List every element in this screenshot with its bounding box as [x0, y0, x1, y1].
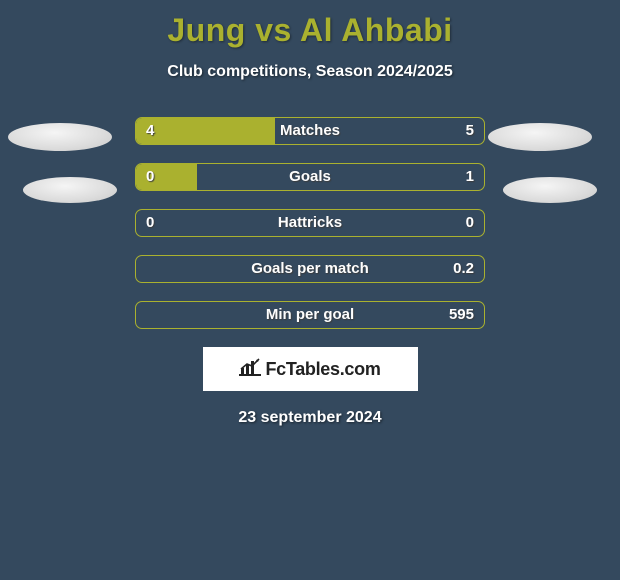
stat-row: Goals per match0.2	[135, 255, 485, 283]
stat-value-left: 0	[146, 210, 154, 236]
date-text: 23 september 2024	[0, 409, 620, 427]
stat-row: Goals0 1	[135, 163, 485, 191]
stat-row: Min per goal595	[135, 301, 485, 329]
stat-label: Goals	[136, 164, 484, 190]
stat-label: Hattricks	[136, 210, 484, 236]
brand-text: FcTables.com	[265, 359, 380, 380]
stat-value-left: 4	[146, 118, 154, 144]
stat-label: Matches	[136, 118, 484, 144]
stat-row: Hattricks0 0	[135, 209, 485, 237]
stats-container: Matches45Goals01Hattricks00Goals per mat…	[135, 117, 485, 329]
avatar-ellipse	[488, 123, 592, 151]
avatar-ellipse	[23, 177, 117, 203]
chart-icon	[239, 358, 261, 381]
page-title: Jung vs Al Ahbabi	[0, 0, 620, 49]
stat-label: Min per goal	[136, 302, 484, 328]
stat-value-right: 0	[466, 210, 474, 236]
stat-value-left: 0	[146, 164, 154, 190]
stat-value-right: 0.2	[453, 256, 474, 282]
stat-row: Matches4 5	[135, 117, 485, 145]
stat-label: Goals per match	[136, 256, 484, 282]
stat-value-right: 1	[466, 164, 474, 190]
stat-value-right: 595	[449, 302, 474, 328]
brand-box[interactable]: FcTables.com	[203, 347, 418, 391]
subtitle: Club competitions, Season 2024/2025	[0, 63, 620, 81]
stat-value-right: 5	[466, 118, 474, 144]
avatar-ellipse	[8, 123, 112, 151]
avatar-ellipse	[503, 177, 597, 203]
